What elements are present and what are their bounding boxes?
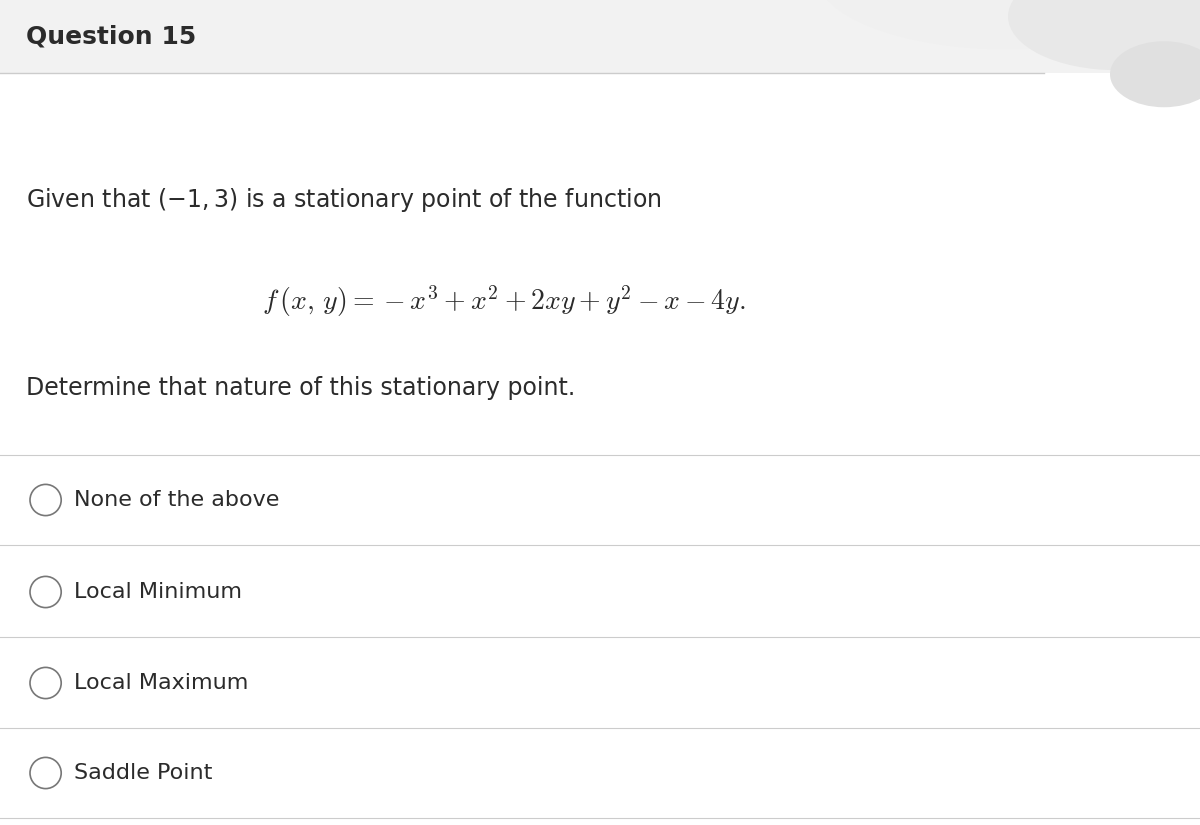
Text: Given that $(-1, 3)$ is a stationary point of the function: Given that $(-1, 3)$ is a stationary poi… xyxy=(26,186,662,215)
Text: Determine that nature of this stationary point.: Determine that nature of this stationary… xyxy=(26,375,576,400)
Text: Local Minimum: Local Minimum xyxy=(74,582,242,602)
Text: Local Maximum: Local Maximum xyxy=(74,673,248,693)
Text: Saddle Point: Saddle Point xyxy=(74,763,212,783)
Text: $f\,(x,\,y) = -x^3 + x^2 + 2xy + y^2 - x - 4y.$: $f\,(x,\,y) = -x^3 + x^2 + 2xy + y^2 - x… xyxy=(262,283,746,319)
Ellipse shape xyxy=(1008,0,1200,70)
FancyBboxPatch shape xyxy=(0,0,1200,73)
Text: None of the above: None of the above xyxy=(74,490,280,510)
Ellipse shape xyxy=(1110,41,1200,107)
Ellipse shape xyxy=(816,0,1200,50)
Text: Question 15: Question 15 xyxy=(26,24,197,49)
